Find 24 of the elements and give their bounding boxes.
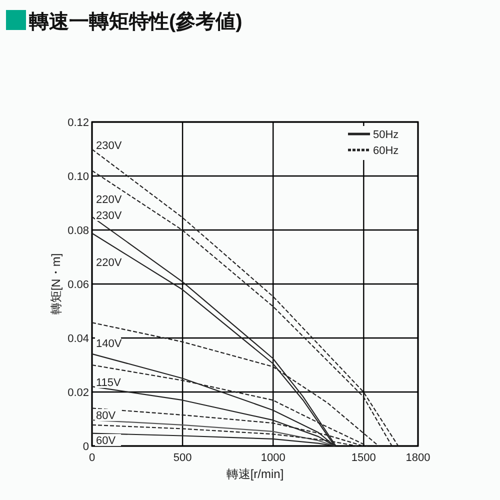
annotation: 115V	[96, 377, 122, 389]
x-tick-label: 1000	[260, 452, 286, 464]
annotation: 230V	[96, 140, 122, 152]
y-tick-label: 0.02	[68, 387, 89, 399]
x-axis-title: 轉速[r/min]	[226, 467, 284, 481]
y-tick-label: 0.04	[68, 333, 89, 345]
x-tick-label: 500	[173, 452, 192, 464]
annotation: 80V	[96, 410, 116, 422]
annotation: 60V	[96, 435, 116, 447]
annotation: 230V	[96, 210, 122, 222]
annotation: 140V	[96, 338, 122, 350]
y-tick-label: 0	[82, 441, 89, 453]
x-tick-label: 1500	[351, 452, 376, 464]
annotation: 220V	[96, 194, 122, 206]
y-tick-label: 0.12	[68, 117, 89, 129]
y-tick-label: 0.10	[68, 171, 89, 183]
legend-label: 50Hz	[373, 129, 399, 141]
y-tick-label: 0.06	[68, 279, 89, 291]
chart-title: 轉速一轉矩特性(參考値)	[28, 10, 242, 33]
y-axis-title: 轉矩[N・m]	[49, 253, 63, 315]
y-tick-label: 0.08	[68, 225, 89, 237]
legend-label: 60Hz	[373, 145, 399, 157]
annotation: 220V	[96, 257, 122, 269]
x-tick-label: 1800	[406, 452, 430, 464]
